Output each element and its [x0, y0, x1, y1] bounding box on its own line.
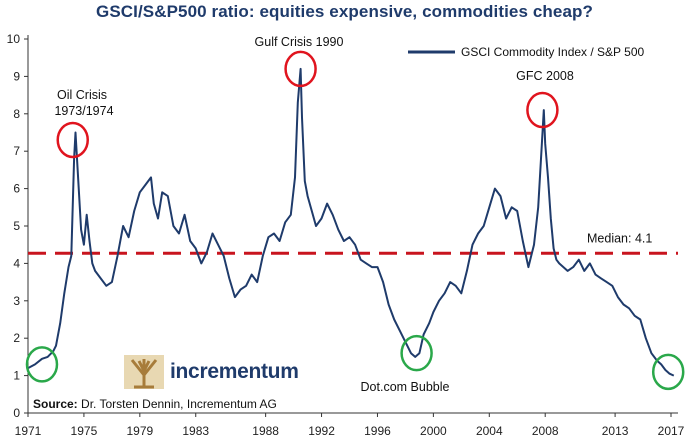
- y-tick-label: 8: [13, 107, 20, 121]
- y-tick-label: 2: [13, 331, 20, 345]
- median-label: Median: 4.1: [587, 231, 652, 245]
- highlight-group: [25, 50, 685, 391]
- incrementum-logo: incrementum: [124, 355, 299, 389]
- legend-label: GSCI Commodity Index / S&P 500: [461, 45, 645, 59]
- x-axis-ticks: 1971 1975 1979 1983 1988 1992 1996 2000 2004 2008…: [15, 413, 685, 438]
- x-tick-label: 2000: [420, 424, 447, 438]
- logo-wordmark: incrementum: [170, 360, 299, 383]
- y-tick-label: 0: [13, 406, 20, 420]
- annotation-group: Oil Crisis 1973/1974 Gulf Crisis 1990 GFC 2…: [54, 35, 573, 394]
- logo-mark-icon: [124, 355, 164, 389]
- y-axis-ticks: 0 1 2 3 4 5 6 7 8 9 10: [7, 32, 28, 420]
- x-tick-label: 1971: [15, 424, 42, 438]
- annotation-oil: 1973/1974: [54, 104, 113, 118]
- y-tick-label: 5: [13, 219, 20, 233]
- axes: [27, 35, 678, 414]
- gulf-crisis-peak-circle: [284, 50, 317, 88]
- x-tick-label: 2008: [532, 424, 559, 438]
- gfc-peak-circle: [526, 91, 559, 129]
- x-tick-label: 1992: [308, 424, 335, 438]
- source-note: Source: Dr. Torsten Dennin, Incrementum …: [33, 397, 277, 411]
- y-tick-label: 1: [13, 369, 20, 383]
- x-tick-label: 1979: [126, 424, 153, 438]
- legend: GSCI Commodity Index / S&P 500: [408, 45, 645, 59]
- chart-title: GSCI/S&P500 ratio: equities expensive, c…: [96, 2, 593, 21]
- annotation-oil: Oil Crisis: [57, 88, 107, 102]
- source-label: Source:: [33, 397, 78, 411]
- series-line: [27, 67, 675, 377]
- x-tick-label: 1996: [364, 424, 391, 438]
- y-tick-label: 10: [7, 32, 21, 46]
- recent-low-circle: [651, 353, 685, 391]
- x-tick-label: 2013: [602, 424, 629, 438]
- y-tick-label: 9: [13, 69, 20, 83]
- source-text: Dr. Torsten Dennin, Incrementum AG: [77, 397, 277, 411]
- annotation-gfc: GFC 2008: [516, 69, 574, 83]
- median-group: Median: 4.1: [28, 231, 678, 255]
- y-tick-label: 3: [13, 294, 20, 308]
- x-tick-label: 2004: [476, 424, 503, 438]
- early-low-circle: [25, 346, 59, 383]
- x-tick-label: 1975: [71, 424, 98, 438]
- oil-crisis-peak-circle: [56, 121, 89, 159]
- y-tick-label: 6: [13, 182, 20, 196]
- annotation-dotcom: Dot.com Bubble: [361, 380, 450, 394]
- annotation-gulf: Gulf Crisis 1990: [255, 35, 344, 49]
- y-tick-label: 7: [13, 144, 20, 158]
- y-tick-label: 4: [13, 256, 20, 270]
- x-tick-label: 2017: [658, 424, 685, 438]
- dotcom-low-circle: [400, 334, 433, 372]
- series-group: [27, 67, 675, 377]
- x-tick-label: 1983: [182, 424, 209, 438]
- x-tick-label: 1988: [252, 424, 279, 438]
